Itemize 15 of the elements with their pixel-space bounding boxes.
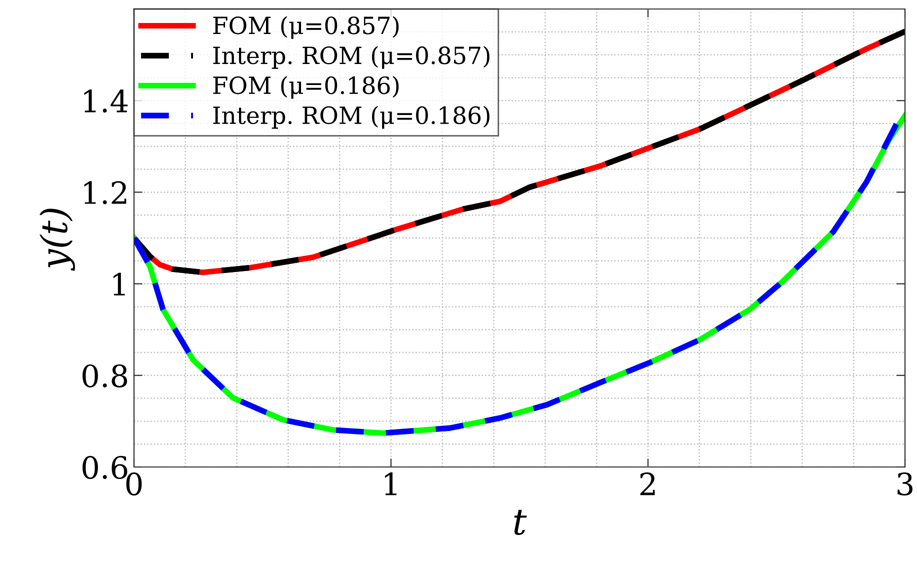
legend-label: Interp. ROM (μ=0.857) — [213, 46, 490, 69]
x-tick-label: 3 — [898, 472, 912, 496]
x-tick-label: 2 — [640, 472, 655, 496]
x-axis-title: t — [514, 510, 527, 535]
y-tick-label: 1 — [113, 272, 125, 296]
y-tick-label: 1.2 — [84, 181, 126, 204]
y-axis-title: y(t) — [40, 208, 75, 271]
y-tick-label: 1.4 — [84, 90, 128, 113]
y-tick-label: 0.8 — [82, 364, 128, 388]
legend-label: FOM (μ=0.186) — [213, 76, 399, 99]
y-tick-label: 0.6 — [82, 456, 128, 480]
x-tick-label: 0 — [126, 472, 142, 496]
legend-label: Interp. ROM (μ=0.186) — [213, 106, 490, 129]
legend-label: FOM (μ=0.857) — [213, 16, 399, 39]
x-tick-label: 1 — [385, 472, 396, 496]
